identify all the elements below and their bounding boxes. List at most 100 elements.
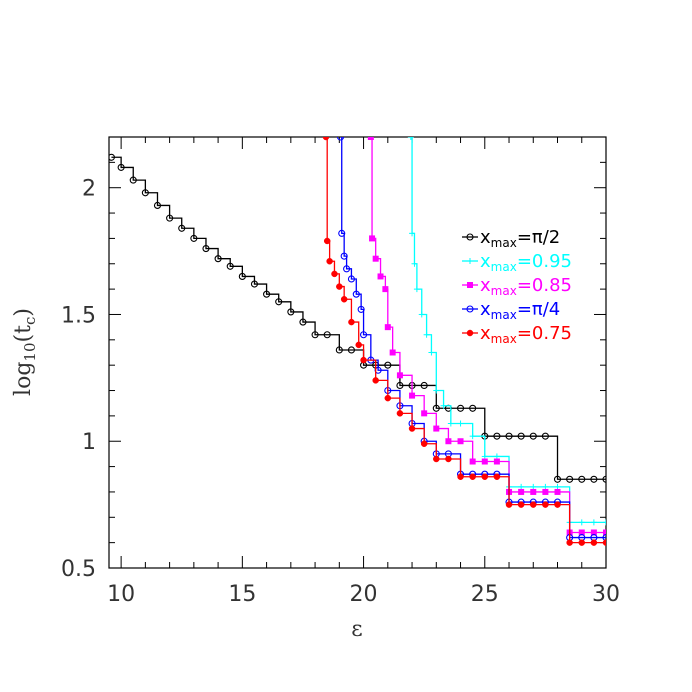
data-point	[445, 455, 452, 463]
x-tick-label: 10	[107, 582, 135, 607]
legend-label-value: =0.75	[517, 323, 572, 344]
data-point	[384, 324, 391, 331]
data-point	[493, 453, 500, 460]
data-point	[311, 331, 319, 339]
legend-label-x: x	[480, 323, 491, 344]
data-point	[382, 286, 389, 293]
data-point	[578, 529, 585, 536]
y-axis-title-open: (t	[11, 325, 36, 343]
data-point	[554, 483, 561, 490]
y-tick-label: 2	[82, 177, 96, 202]
data-point	[263, 290, 271, 298]
data-point	[578, 519, 585, 526]
data-point	[457, 473, 464, 480]
legend-label-x: x	[480, 299, 491, 320]
legend-marker	[466, 329, 474, 337]
legend-label: xmax=0.75	[480, 323, 572, 346]
legend-label-x: x	[480, 275, 491, 296]
data-point	[372, 377, 379, 384]
y-axis-title-sub1: 10	[21, 342, 39, 361]
data-point	[323, 237, 331, 245]
data-point	[432, 404, 440, 412]
legend-label-sub: max	[491, 284, 517, 298]
legend-marker	[466, 233, 474, 241]
data-point	[542, 501, 549, 508]
data-point	[347, 346, 355, 354]
legend-item: xmax=0.95	[462, 251, 572, 274]
data-point	[457, 438, 464, 445]
series-0	[109, 153, 606, 483]
legend-item: xmax=0.85	[462, 275, 572, 298]
data-point	[409, 392, 416, 399]
series-4	[322, 137, 606, 546]
data-point	[578, 475, 586, 483]
data-point	[518, 483, 525, 490]
data-point	[338, 229, 346, 237]
axis-tick-labels: 10 15 20 25 30 0.5 1 1.5 2	[61, 177, 620, 607]
data-point	[493, 473, 501, 480]
data-point	[348, 318, 355, 326]
data-point	[367, 137, 374, 140]
data-point	[541, 432, 549, 440]
data-point	[566, 539, 573, 546]
y-axis-title-close: )	[11, 308, 36, 317]
data-point	[433, 387, 440, 394]
legend-label: xmax=π/2	[480, 227, 560, 250]
legend-label: xmax=0.85	[480, 275, 572, 298]
legend-label-sub: max	[491, 308, 517, 322]
data-point	[372, 255, 379, 262]
data-point	[553, 475, 562, 483]
data-point	[326, 257, 333, 265]
data-point	[469, 433, 476, 440]
legend-label-sub: max	[491, 332, 517, 346]
data-point	[355, 341, 362, 349]
data-point	[360, 331, 368, 339]
data-point	[603, 519, 606, 526]
data-point	[505, 501, 513, 508]
data-point	[445, 438, 452, 445]
legend-item: xmax=0.75	[462, 323, 572, 346]
data-point	[178, 224, 186, 232]
data-point	[287, 308, 295, 316]
legend-label-sub: max	[491, 236, 517, 250]
data-point	[336, 137, 345, 141]
data-point	[202, 245, 210, 253]
legend-marker	[466, 305, 474, 313]
data-point	[377, 273, 384, 280]
data-point	[340, 296, 348, 303]
data-point	[336, 283, 343, 290]
data-point	[517, 501, 525, 508]
data-point	[456, 404, 465, 412]
data-point	[129, 176, 137, 184]
legend-label: xmax=π/4	[480, 299, 560, 322]
data-point	[603, 529, 606, 536]
plot-frame	[108, 136, 607, 569]
series-line	[111, 156, 606, 480]
legend-item: xmax=π/4	[462, 299, 560, 322]
series-1	[407, 137, 606, 526]
data-point	[542, 483, 549, 490]
data-point	[322, 137, 330, 141]
data-point	[250, 280, 259, 288]
data-point	[369, 235, 376, 242]
data-point	[411, 260, 418, 267]
data-point	[109, 153, 115, 161]
x-axis-title: ε	[351, 617, 362, 642]
data-point	[517, 432, 525, 440]
data-point	[413, 286, 420, 293]
data-point	[299, 318, 307, 326]
legend-marker	[467, 282, 473, 288]
y-axis-title: log10(tc)	[11, 308, 39, 396]
axis-ticks	[109, 136, 607, 569]
data-point	[530, 483, 537, 490]
data-point	[343, 265, 351, 273]
data-point	[481, 458, 488, 465]
data-point	[542, 488, 549, 495]
data-point	[566, 475, 574, 483]
data-point	[481, 453, 488, 460]
legend-item: xmax=π/2	[462, 227, 560, 250]
data-point	[335, 346, 343, 354]
data-point	[602, 534, 606, 542]
data-point	[590, 475, 598, 483]
y-tick-label: 1.5	[61, 303, 96, 328]
